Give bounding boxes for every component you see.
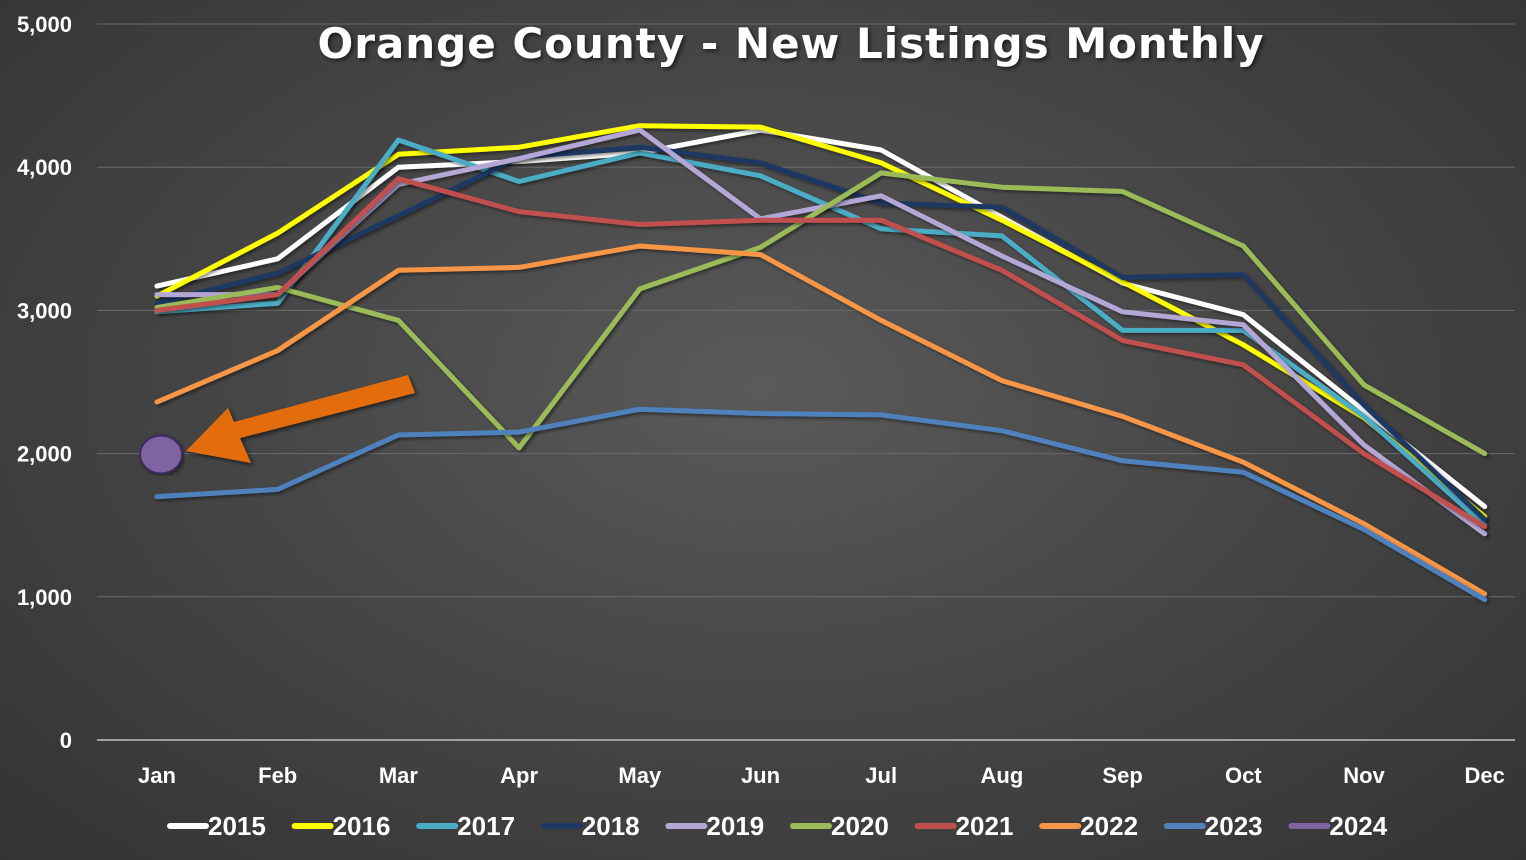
legend-item-2018: 2018	[540, 811, 640, 841]
annotation-arrow	[186, 375, 415, 463]
legend: 2015 2016 2017 2018 2019 2020 2021 2022 2023 2024	[167, 811, 1388, 841]
legend-label: 2017	[457, 811, 515, 841]
x-tick-label: Apr	[500, 763, 538, 788]
legend-label: 2023	[1205, 811, 1263, 841]
x-tick-label: Jul	[865, 763, 897, 788]
y-tick-label: 2,000	[17, 442, 72, 467]
legend-item-2022: 2022	[1039, 811, 1138, 841]
y-tick-label: 1,000	[17, 585, 72, 610]
series-line-2017	[154, 137, 1488, 528]
series-markers	[139, 434, 183, 475]
series-line-2023	[154, 406, 1488, 603]
x-tick-label: Jan	[138, 763, 176, 788]
x-tick-label: Sep	[1102, 763, 1142, 788]
x-tick-label: Feb	[258, 763, 297, 788]
series-line-2018	[154, 144, 1488, 522]
x-tick-label: Jun	[741, 763, 780, 788]
legend-label: 2018	[582, 811, 640, 841]
series-line-2015	[154, 127, 1488, 510]
legend-label: 2015	[208, 811, 266, 841]
legend-label: 2022	[1080, 811, 1138, 841]
x-tick-label: Dec	[1465, 763, 1505, 788]
legend-label: 2016	[333, 811, 391, 841]
chart-title: Orange County - New Listings Monthly	[317, 19, 1264, 68]
series-line-2019	[154, 127, 1488, 537]
legend-item-2024: 2024	[1288, 811, 1388, 841]
legend-item-2015: 2015	[167, 811, 266, 841]
x-tick-label: Aug	[981, 763, 1024, 788]
legend-item-2023: 2023	[1163, 811, 1263, 841]
y-tick-label: 4,000	[17, 155, 72, 180]
gridlines	[97, 23, 1515, 741]
legend-label: 2020	[831, 811, 889, 841]
series-line-2022	[154, 243, 1488, 597]
y-tick-label: 3,000	[17, 298, 72, 323]
x-axis: Jan Feb Mar Apr May Jun Jul Aug Sep Oct Nov Dec	[138, 763, 1505, 788]
legend-item-2019: 2019	[665, 811, 764, 841]
legend-item-2021: 2021	[914, 811, 1014, 841]
series-lines	[154, 123, 1488, 603]
x-tick-label: Oct	[1225, 763, 1262, 788]
legend-label: 2024	[1329, 811, 1387, 841]
x-tick-label: Mar	[379, 763, 419, 788]
x-tick-label: Nov	[1343, 763, 1385, 788]
y-axis: 0 1,000 2,000 3,000 4,000 5,000	[17, 12, 72, 753]
series-point-2024	[139, 434, 183, 475]
legend-label: 2021	[956, 811, 1014, 841]
y-tick-label: 0	[60, 728, 72, 753]
series-line-2020	[154, 170, 1488, 457]
series-line-2021	[154, 176, 1488, 530]
legend-item-2020: 2020	[790, 811, 889, 841]
y-tick-label: 5,000	[17, 12, 72, 37]
legend-item-2017: 2017	[416, 811, 515, 841]
x-tick-label: May	[618, 763, 662, 788]
legend-item-2016: 2016	[291, 811, 391, 841]
legend-label: 2019	[706, 811, 764, 841]
